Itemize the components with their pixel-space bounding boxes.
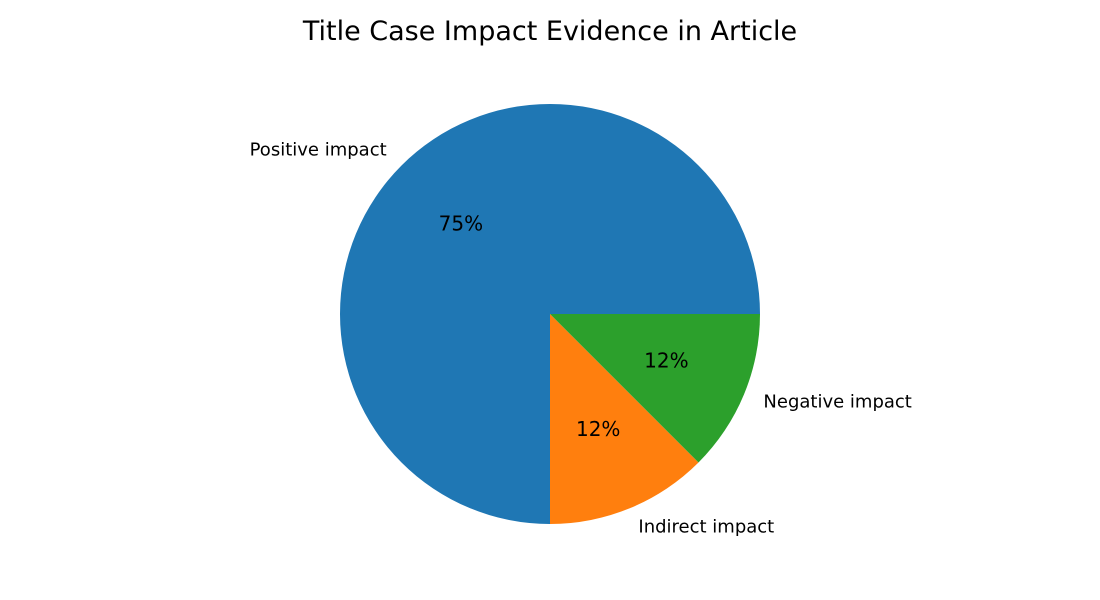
slice-label-negative-impact: Negative impact (763, 391, 911, 412)
slice-label-indirect-impact: Indirect impact (638, 516, 774, 537)
chart-title: Title Case Impact Evidence in Article (302, 16, 798, 47)
pie-slice-negative-impact (550, 314, 760, 463)
pct-label-indirect-impact: 12% (576, 417, 620, 441)
slice-label-positive-impact: Positive impact (250, 140, 387, 161)
pie-slices (340, 104, 760, 524)
pct-label-positive-impact: 75% (439, 211, 483, 235)
pie-labels: Positive impact 75% Indirect impact 12% Nega… (250, 140, 912, 538)
pct-label-negative-impact: 12% (644, 349, 688, 373)
pie-slice-indirect-impact (550, 314, 699, 524)
